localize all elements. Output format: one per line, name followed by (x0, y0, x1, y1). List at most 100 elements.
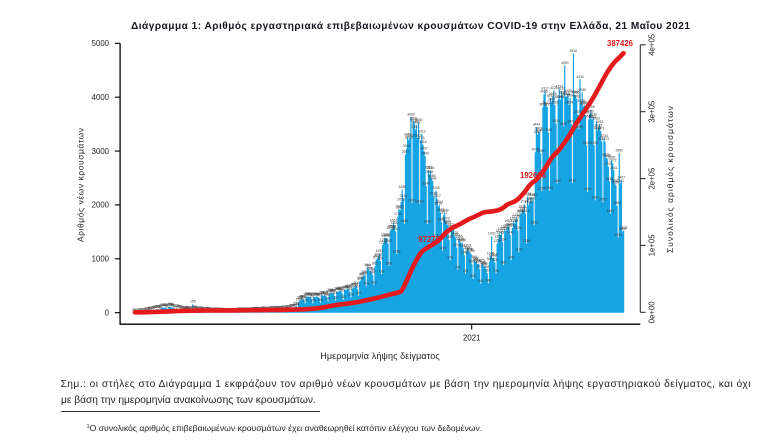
svg-text:2960: 2960 (616, 149, 624, 153)
svg-text:1841: 1841 (607, 209, 615, 213)
svg-text:516: 516 (371, 280, 377, 284)
svg-text:2635: 2635 (427, 166, 435, 170)
svg-text:1697: 1697 (510, 217, 518, 221)
svg-text:66: 66 (286, 305, 290, 309)
svg-text:36: 36 (200, 306, 204, 310)
svg-text:540: 540 (478, 279, 484, 283)
svg-text:368: 368 (331, 288, 337, 292)
svg-text:2876: 2876 (602, 153, 610, 157)
svg-text:2014: 2014 (521, 200, 529, 204)
svg-text:0: 0 (105, 309, 110, 318)
svg-text:2245: 2245 (584, 187, 592, 191)
svg-text:58: 58 (179, 305, 183, 309)
svg-text:1762: 1762 (513, 213, 521, 217)
svg-text:47: 47 (173, 306, 177, 310)
svg-text:288: 288 (303, 293, 309, 297)
svg-text:2997: 2997 (420, 147, 428, 151)
svg-text:1542: 1542 (501, 225, 509, 229)
svg-text:629: 629 (470, 274, 476, 278)
svg-text:3978: 3978 (547, 94, 555, 98)
svg-text:433: 433 (346, 285, 352, 289)
svg-text:3444: 3444 (533, 123, 541, 127)
svg-text:1390: 1390 (452, 233, 460, 237)
svg-text:1049: 1049 (487, 252, 495, 256)
svg-text:12: 12 (142, 308, 146, 312)
svg-text:2e+05: 2e+05 (648, 167, 657, 190)
svg-text:1841: 1841 (522, 209, 530, 213)
svg-text:3000: 3000 (92, 147, 110, 156)
svg-text:928: 928 (492, 258, 498, 262)
svg-text:3457: 3457 (560, 122, 568, 126)
svg-text:798: 798 (483, 265, 489, 269)
svg-text:2087: 2087 (592, 196, 600, 200)
svg-text:4037: 4037 (559, 91, 567, 95)
svg-text:3818: 3818 (539, 102, 547, 106)
svg-text:856: 856 (481, 262, 487, 266)
svg-text:881: 881 (501, 261, 507, 265)
svg-text:3486: 3486 (413, 120, 421, 124)
svg-text:Συνολικός αριθμός κρουσμάτων: Συνολικός αριθμός κρουσμάτων (665, 106, 675, 253)
svg-text:885: 885 (480, 260, 486, 264)
svg-text:719: 719 (379, 269, 385, 273)
svg-text:296: 296 (308, 292, 314, 296)
svg-text:174: 174 (302, 299, 308, 303)
svg-text:899: 899 (469, 260, 475, 264)
svg-text:123: 123 (294, 302, 300, 306)
svg-text:4810: 4810 (570, 49, 578, 53)
svg-text:691: 691 (362, 271, 368, 275)
svg-text:1365: 1365 (455, 235, 463, 239)
svg-text:1153: 1153 (439, 246, 446, 250)
svg-text:2055: 2055 (397, 197, 405, 201)
svg-text:33: 33 (181, 306, 185, 310)
svg-text:8: 8 (138, 308, 140, 312)
svg-text:296: 296 (306, 292, 312, 296)
svg-text:61: 61 (285, 305, 289, 309)
svg-text:53: 53 (182, 305, 186, 309)
svg-text:1658: 1658 (511, 219, 519, 223)
svg-text:3514: 3514 (552, 119, 560, 123)
svg-text:975: 975 (508, 256, 514, 260)
svg-text:3969: 3969 (573, 94, 581, 98)
svg-text:1501: 1501 (498, 227, 506, 231)
svg-text:862: 862 (372, 262, 378, 266)
svg-text:491: 491 (363, 282, 369, 286)
svg-text:2651: 2651 (425, 165, 433, 169)
svg-text:2117: 2117 (433, 194, 440, 198)
svg-text:705: 705 (361, 270, 367, 274)
svg-text:2050: 2050 (599, 198, 607, 202)
svg-text:0e+00: 0e+00 (648, 301, 657, 324)
svg-text:1000: 1000 (92, 255, 110, 264)
svg-text:1976: 1976 (434, 202, 442, 206)
svg-text:28: 28 (146, 307, 150, 311)
svg-text:900: 900 (475, 260, 481, 264)
svg-text:3830: 3830 (580, 102, 588, 106)
svg-text:234: 234 (301, 296, 307, 300)
svg-text:2486: 2486 (428, 174, 436, 178)
svg-text:94: 94 (170, 303, 174, 307)
svg-text:93: 93 (161, 303, 165, 307)
svg-text:11: 11 (140, 308, 144, 312)
svg-text:3522: 3522 (410, 118, 418, 122)
svg-text:1648: 1648 (424, 219, 432, 223)
svg-text:1390: 1390 (383, 233, 391, 237)
svg-text:61: 61 (283, 305, 287, 309)
svg-text:176: 176 (310, 299, 316, 303)
svg-text:185: 185 (318, 298, 324, 302)
svg-text:421: 421 (342, 285, 348, 289)
svg-text:3342: 3342 (545, 128, 553, 132)
svg-text:393: 393 (338, 287, 344, 291)
svg-text:925: 925 (479, 258, 485, 262)
svg-text:1093: 1093 (376, 249, 384, 253)
svg-text:600: 600 (358, 276, 364, 280)
svg-text:1285: 1285 (523, 239, 531, 243)
svg-text:1319: 1319 (456, 237, 464, 241)
svg-text:1927: 1927 (395, 204, 403, 208)
svg-text:300: 300 (304, 292, 310, 296)
svg-text:2071: 2071 (528, 197, 536, 201)
svg-text:321: 321 (319, 291, 325, 295)
svg-text:4055: 4055 (540, 90, 548, 94)
svg-text:2004: 2004 (436, 200, 444, 204)
svg-text:3878: 3878 (577, 99, 585, 103)
svg-text:1149: 1149 (463, 246, 470, 250)
svg-text:474: 474 (352, 283, 358, 287)
